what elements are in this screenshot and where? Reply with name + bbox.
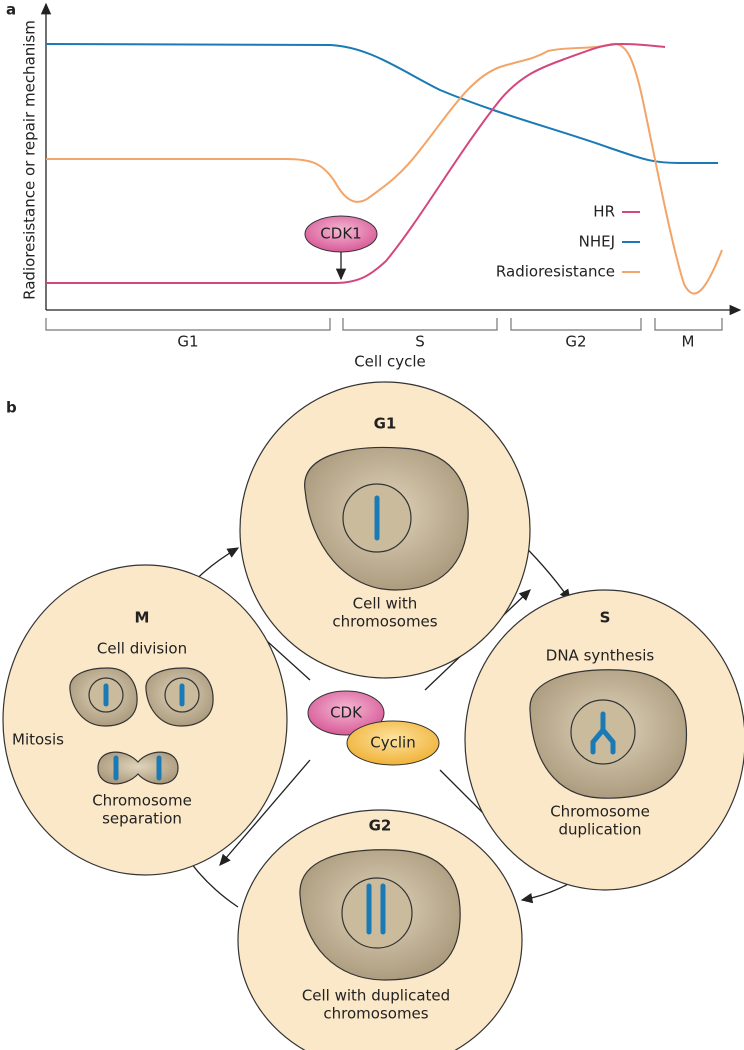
- caption: chromosomes: [332, 613, 437, 631]
- legend-label: Radioresistance: [496, 263, 615, 281]
- legend-label: NHEJ: [579, 233, 615, 251]
- nucleus: [341, 877, 413, 949]
- caption: Chromosome: [550, 803, 650, 821]
- radioresistance-curve: [46, 42, 723, 295]
- cell-title: M: [135, 609, 150, 627]
- phase-bracket: [342, 318, 498, 331]
- phase-label: G1: [177, 333, 198, 351]
- nhej-curve: [45, 43, 718, 164]
- phase-label: M: [682, 333, 695, 351]
- heading: DNA synthesis: [546, 647, 655, 665]
- heading: Cell division: [97, 640, 187, 658]
- caption: Cell with: [353, 595, 418, 613]
- hr-curve: [46, 42, 666, 284]
- annotation: CDK1: [320, 225, 361, 243]
- caption: Chromosome: [92, 792, 192, 810]
- complex-label: Cyclin: [370, 734, 415, 752]
- caption: duplication: [558, 821, 641, 839]
- cell-title: S: [600, 609, 611, 627]
- chromosome: [590, 711, 616, 755]
- legend-label: HR: [593, 203, 615, 221]
- phase-bracket: [45, 318, 331, 331]
- caption: Cell with duplicated: [302, 987, 450, 1005]
- panel-label: a: [6, 1, 16, 19]
- cell-title: G1: [374, 415, 397, 433]
- phase-bracket: [510, 318, 642, 331]
- phase-label: G2: [565, 333, 586, 351]
- side-label: Mitosis: [12, 731, 64, 749]
- phase-bracket: [654, 318, 723, 331]
- cyclin-badge: [346, 720, 440, 766]
- x-axis-label: Cell cycle: [354, 353, 426, 371]
- cdk-badge: [307, 690, 385, 736]
- cell-title: G2: [369, 817, 392, 835]
- y-axis-label: Radioresistance or repair mechanism: [21, 20, 39, 300]
- m-cell: [2, 564, 288, 876]
- phase-label: S: [415, 333, 425, 351]
- complex-label: CDK: [330, 704, 363, 722]
- caption: separation: [102, 810, 182, 828]
- center-arrow: [219, 759, 311, 866]
- panel-label: b: [6, 399, 17, 417]
- caption: chromosomes: [323, 1005, 428, 1023]
